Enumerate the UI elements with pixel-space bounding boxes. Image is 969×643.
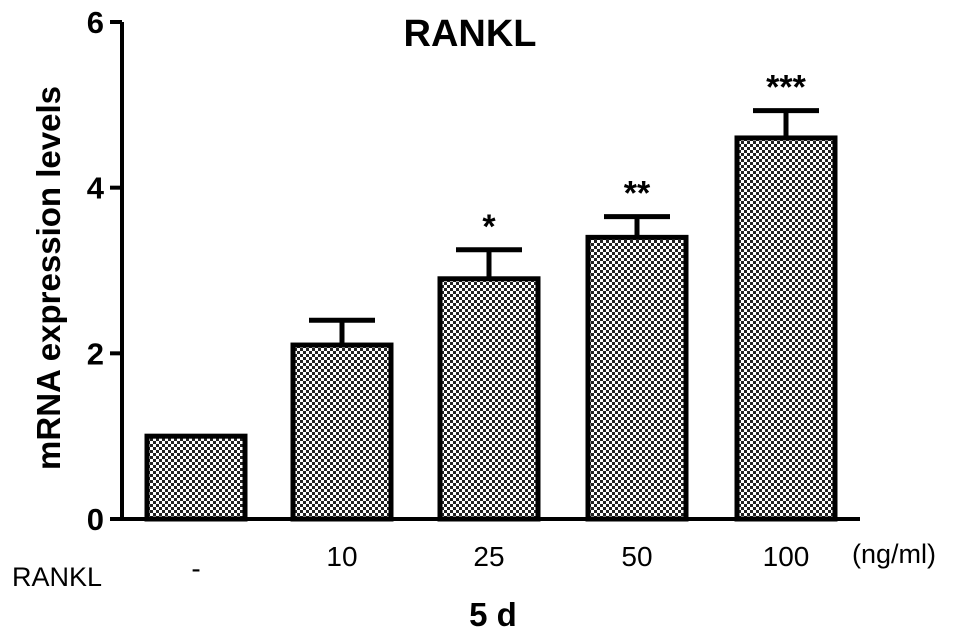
significance-mark: *** [766,69,806,107]
y-tick-label: 2 [87,336,104,371]
bar [734,135,838,522]
x-tick-label: - [191,553,200,584]
bar [144,433,248,522]
y-axis-label: mRNA expression levels [30,86,67,470]
bars: ****** [144,69,838,522]
bar [437,276,541,522]
x-tick-label: 10 [326,541,357,572]
x-tick-label: 100 [763,541,810,572]
x-tick-label: 25 [473,541,504,572]
significance-mark: * [482,208,496,246]
x-axis-label: 5 d [469,596,517,633]
y-tick-label: 4 [87,171,105,206]
chart-title: RANKL [404,13,537,55]
bar [585,234,689,522]
x-tick-label: 50 [621,541,652,572]
x-unit-label: (ng/ml) [852,539,936,569]
x-row-label: RANKL [12,562,102,592]
y-tick-label: 6 [87,5,104,40]
bar [290,342,394,522]
y-tick-label: 0 [87,502,104,537]
x-tick-labels: - 10 25 50 100 [191,541,809,584]
significance-mark: ** [624,175,651,213]
